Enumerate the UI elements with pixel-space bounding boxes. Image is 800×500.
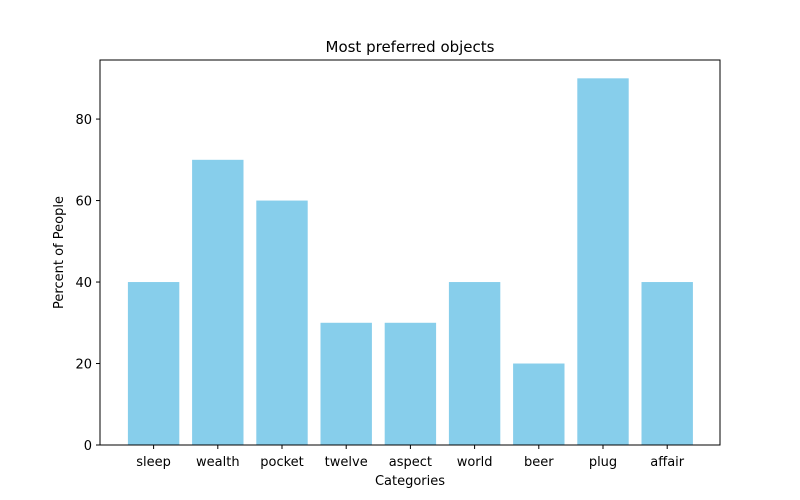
bar-aspect: [384, 322, 437, 445]
x-axis-ticks: sleep wealth pocket twelve aspect world beer pl…: [136, 445, 685, 470]
chart-title: Most preferred objects: [326, 38, 495, 56]
y-tick-label: 40: [75, 276, 92, 291]
bar-wealth: [192, 159, 244, 445]
x-tick-label: plug: [589, 455, 617, 470]
x-tick-label: beer: [524, 455, 554, 470]
y-tick-label: 0: [84, 439, 92, 454]
x-tick-label: affair: [650, 455, 685, 470]
x-tick-label: world: [457, 455, 493, 470]
bar-twelve: [320, 322, 372, 445]
bar-sleep: [127, 282, 180, 445]
x-tick-label: pocket: [260, 455, 304, 470]
x-tick-label: sleep: [136, 455, 171, 470]
x-tick-label: twelve: [325, 455, 368, 470]
bar-pocket: [256, 200, 308, 445]
x-axis-label: Categories: [375, 474, 445, 489]
bar-world: [448, 282, 501, 445]
y-tick-label: 60: [75, 195, 92, 210]
bar-affair: [641, 282, 693, 445]
y-tick-label: 20: [75, 358, 92, 373]
x-tick-label: aspect: [389, 455, 432, 470]
x-tick-label: wealth: [196, 455, 240, 470]
bar-beer: [513, 363, 565, 445]
bars-layer: [127, 78, 693, 445]
y-tick-label: 80: [75, 113, 92, 128]
y-axis-ticks: 0 20 40 60 80: [75, 113, 100, 454]
bar-plug: [577, 78, 629, 445]
plot-frame: [99, 59, 721, 446]
y-axis-label: Percent of People: [52, 196, 67, 309]
